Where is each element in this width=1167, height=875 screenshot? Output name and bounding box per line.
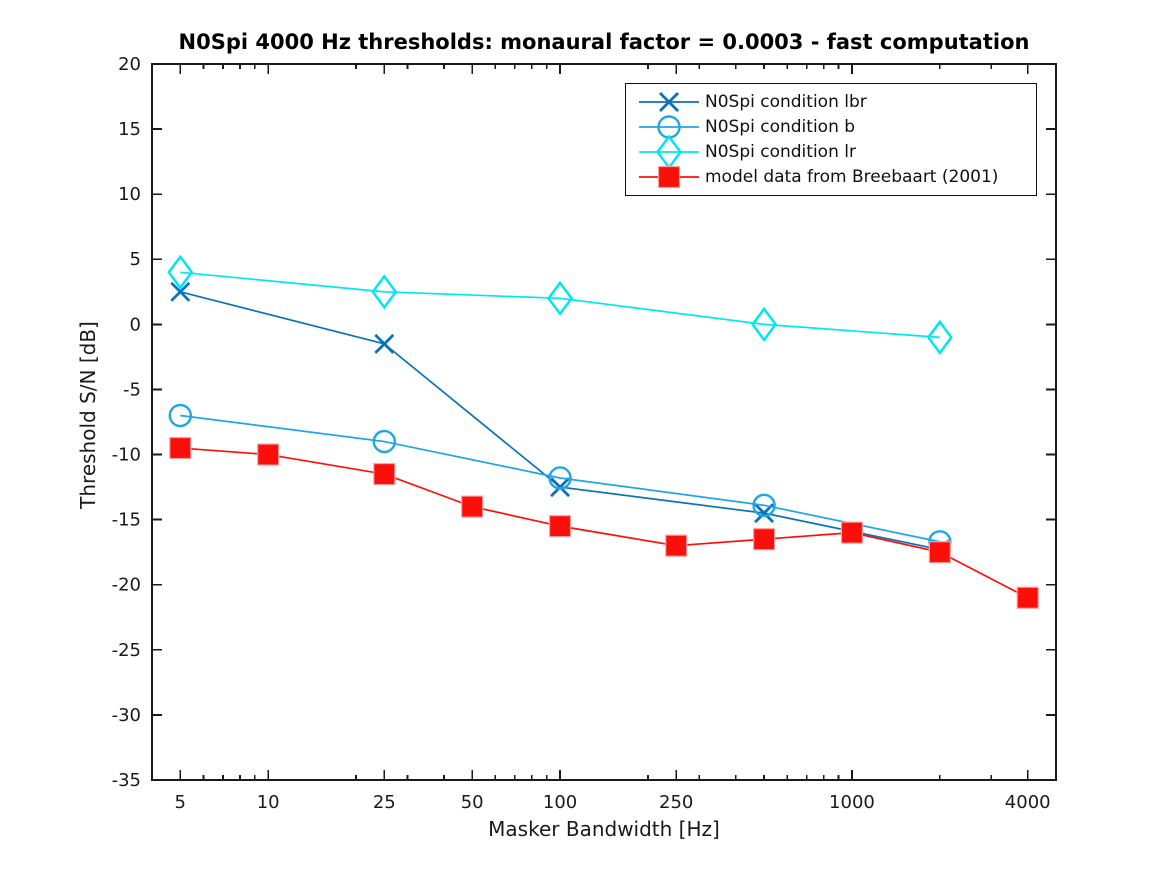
data-point-square-marker [461, 495, 484, 518]
data-point-x-marker [170, 281, 191, 302]
data-point-diamond-marker [751, 306, 778, 342]
y-tick-label: -20 [112, 575, 141, 596]
series-line [180, 290, 941, 551]
x-tick-label: 4000 [1005, 792, 1051, 813]
y-tick-label: 15 [118, 119, 141, 140]
legend-marker-x-icon [639, 91, 699, 112]
data-point-x-marker [374, 333, 395, 354]
legend-marker-square-icon [639, 165, 699, 188]
y-tick-label: -35 [112, 770, 141, 791]
x-tick-label: 250 [659, 792, 693, 813]
series-line [180, 414, 941, 543]
tick-labels: 5 10 25 50 100 250 1000 400020151050-5-10-15-20… [112, 54, 1051, 813]
data-point-square-marker [665, 534, 688, 557]
data-point-square-marker [169, 436, 192, 460]
x-tick-label: 5 [175, 792, 186, 813]
y-tick-label: -25 [112, 640, 141, 661]
y-tick-label: 0 [130, 314, 141, 335]
legend-label: model data from Breebaart (2001) [705, 166, 999, 187]
y-tick-label: 10 [118, 184, 141, 205]
legend-marker-diamond-icon [639, 133, 699, 170]
legend-label: N0Spi condition b [705, 116, 856, 137]
legend-marker-circle-icon [639, 114, 699, 139]
legend-item: N0Spi condition lbr [626, 89, 1036, 114]
y-tick-label: 20 [118, 54, 141, 75]
data-point-diamond-marker [371, 274, 398, 310]
legend: N0Spi condition lbr N0Spi condition b N0… [625, 83, 1037, 196]
series-n0spi-condition-lr [167, 254, 953, 355]
legend-label: N0Spi condition lr [705, 141, 856, 162]
data-point-x-marker [659, 91, 679, 112]
data-point-circle-marker [168, 403, 192, 428]
y-tick-label: -30 [112, 705, 141, 726]
y-axis-label: Threshold S/N [dB] [76, 321, 100, 509]
x-tick-label: 50 [461, 792, 484, 813]
legend-label: N0Spi condition lbr [705, 91, 867, 112]
y-tick-label: -10 [112, 444, 141, 465]
data-point-square-marker [373, 462, 396, 486]
legend-item: N0Spi condition b [626, 114, 1036, 139]
x-tick-label: 100 [543, 792, 577, 813]
chart-title: N0Spi 4000 Hz thresholds: monaural facto… [178, 30, 1030, 54]
data-point-square-marker [1016, 586, 1039, 609]
data-point-circle-marker [372, 429, 397, 454]
data-point-square-marker [548, 515, 572, 538]
data-point-square-marker [257, 443, 280, 466]
data-point-square-marker [752, 528, 776, 551]
series-line [180, 271, 940, 339]
ticks [152, 63, 1056, 781]
data-point-circle-marker [752, 493, 776, 518]
series-line [180, 447, 1029, 599]
plot-box [151, 63, 1057, 781]
y-tick-label: -15 [112, 510, 141, 531]
data-point-diamond-marker [167, 254, 194, 290]
y-tick-label: 5 [130, 249, 141, 270]
y-tick-label: -5 [123, 379, 141, 400]
legend-item: model data from Breebaart (2001) [626, 164, 1036, 189]
data-point-square-marker [657, 165, 681, 188]
series-n0spi-condition-b [168, 403, 952, 554]
x-tick-label: 25 [373, 792, 396, 813]
x-tick-label: 10 [257, 792, 280, 813]
x-tick-label: 1000 [829, 792, 875, 813]
data-point-square-marker [840, 521, 864, 544]
data-point-diamond-marker [926, 319, 953, 355]
data-point-circle-marker [548, 466, 572, 490]
legend-item: N0Spi condition lr [626, 133, 1036, 170]
data-point-square-marker [928, 541, 951, 564]
x-axis-label: Masker Bandwidth [Hz] [488, 817, 720, 841]
data-point-x-marker [550, 477, 571, 498]
series-model-data-breebaart-2001 [169, 436, 1039, 609]
data-point-diamond-marker [547, 280, 574, 316]
